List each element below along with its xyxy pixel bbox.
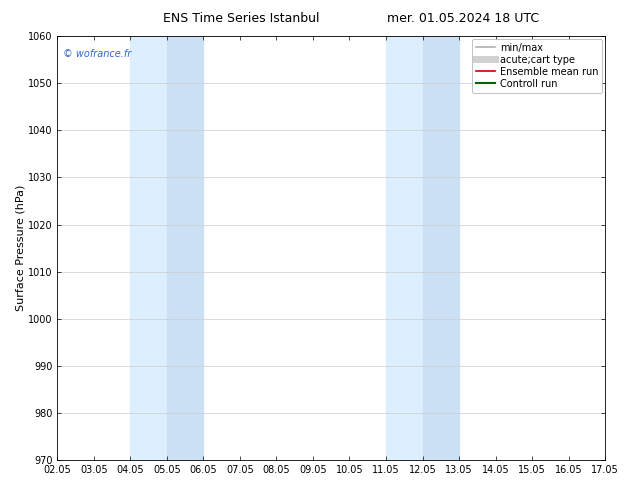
Text: © wofrance.fr: © wofrance.fr [63, 49, 131, 59]
Bar [167, 36, 204, 460]
Text: ENS Time Series Istanbul: ENS Time Series Istanbul [163, 12, 319, 25]
Bar [386, 36, 422, 460]
Y-axis label: Surface Pressure (hPa): Surface Pressure (hPa) [15, 185, 25, 311]
Bar [131, 36, 167, 460]
Legend: min/max, acute;cart type, Ensemble mean run, Controll run: min/max, acute;cart type, Ensemble mean … [472, 39, 602, 93]
Text: mer. 01.05.2024 18 UTC: mer. 01.05.2024 18 UTC [387, 12, 539, 25]
Bar [422, 36, 459, 460]
